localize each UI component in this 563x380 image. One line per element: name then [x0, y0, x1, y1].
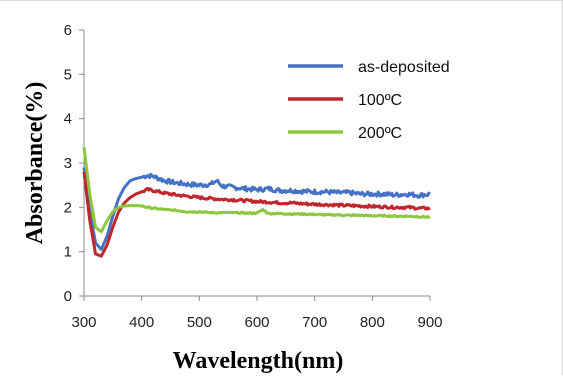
y-tick-label: 2 [64, 199, 72, 216]
y-tick-label: 5 [64, 66, 72, 83]
x-axis-title: Wavelength(nm) [173, 348, 344, 374]
x-tick-label: 300 [71, 314, 96, 331]
y-tick-label: 4 [64, 111, 72, 128]
x-tick-label: 700 [302, 314, 327, 331]
x-tick-label: 900 [417, 314, 442, 331]
x-tick-label: 500 [187, 314, 212, 331]
y-axis-title: Absorbance(%) [22, 82, 48, 245]
y-tick-label: 1 [64, 244, 72, 261]
series-line-3 [82, 147, 431, 234]
x-tick-label: 800 [360, 314, 385, 331]
legend-label: 200ºC [358, 125, 402, 142]
legend-label: as-deposited [358, 59, 450, 76]
legend: as-deposited 100ºC 200ºC [288, 59, 450, 142]
x-tick-label: 400 [129, 314, 154, 331]
x-tick-label: 600 [244, 314, 269, 331]
series-group [82, 147, 431, 258]
y-tick-label: 6 [64, 22, 72, 39]
series-line-1 [82, 167, 431, 251]
y-tick-label: 3 [64, 155, 72, 172]
legend-label: 100ºC [358, 92, 402, 109]
y-tick-label: 0 [64, 288, 72, 305]
ticks-group: 0 1 2 3 4 5 6 300 400 500 600 700 800 900 [64, 22, 443, 331]
series-line-2 [82, 171, 431, 258]
